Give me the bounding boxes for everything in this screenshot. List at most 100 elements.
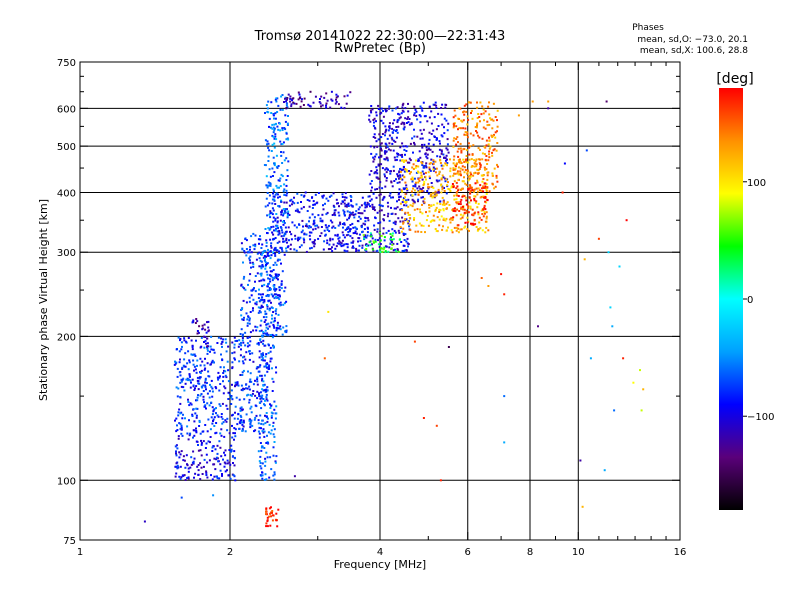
data-point — [200, 393, 203, 396]
data-point — [251, 288, 254, 291]
data-point — [253, 418, 256, 421]
data-point — [408, 157, 411, 160]
data-point — [607, 251, 610, 254]
data-point — [345, 234, 348, 237]
data-point — [385, 171, 388, 174]
data-point — [285, 325, 288, 328]
data-point — [470, 186, 473, 189]
data-point — [272, 233, 275, 236]
data-point — [401, 216, 404, 219]
data-point — [182, 386, 185, 389]
data-point — [397, 118, 400, 121]
data-point — [330, 90, 333, 93]
data-point — [350, 196, 353, 199]
data-point — [398, 238, 401, 241]
data-point — [270, 357, 273, 360]
data-point — [192, 436, 194, 439]
data-point — [184, 352, 187, 355]
data-point — [258, 265, 261, 268]
data-point — [493, 133, 495, 136]
data-point — [263, 255, 266, 257]
data-point — [431, 196, 434, 199]
data-point — [476, 168, 479, 171]
data-point — [242, 387, 245, 390]
data-point — [459, 170, 462, 173]
data-point — [269, 350, 272, 353]
data-point — [248, 419, 251, 422]
data-point — [282, 223, 285, 226]
y-tick-label: 75 — [63, 536, 76, 547]
data-point — [241, 318, 244, 321]
data-point — [370, 152, 373, 155]
data-point — [265, 442, 268, 444]
data-point — [459, 213, 462, 216]
data-point — [245, 248, 248, 250]
data-point — [270, 275, 273, 278]
data-point — [297, 236, 300, 239]
data-point — [445, 178, 448, 181]
data-point — [338, 205, 340, 208]
data-point — [454, 168, 456, 171]
data-point — [257, 450, 260, 453]
data-point — [496, 125, 499, 128]
data-point — [446, 207, 448, 210]
data-point — [260, 265, 263, 268]
data-point — [205, 407, 207, 410]
data-point — [224, 462, 227, 465]
data-point — [388, 127, 391, 130]
data-point — [347, 227, 350, 230]
data-point — [182, 364, 185, 367]
data-point — [255, 329, 258, 332]
data-point — [184, 466, 187, 469]
data-point — [280, 248, 283, 251]
data-point — [258, 393, 261, 395]
data-point — [265, 510, 267, 513]
data-point — [257, 293, 260, 296]
data-point — [385, 156, 388, 159]
data-point — [381, 198, 384, 201]
data-point — [303, 241, 306, 244]
data-point — [272, 192, 274, 195]
data-point — [460, 206, 463, 209]
data-point — [473, 188, 476, 191]
data-point — [432, 163, 435, 165]
data-point — [413, 114, 416, 117]
data-point — [283, 201, 286, 204]
data-point — [297, 239, 299, 242]
data-point — [269, 210, 272, 213]
data-point — [202, 398, 205, 401]
data-point — [178, 475, 181, 478]
data-point — [225, 376, 228, 379]
data-point — [217, 336, 220, 339]
data-point — [437, 191, 440, 194]
data-point — [407, 198, 410, 201]
data-point — [238, 421, 241, 424]
data-point — [270, 515, 272, 518]
data-point — [438, 218, 441, 221]
data-point — [384, 168, 387, 171]
data-point — [278, 122, 281, 125]
data-point — [352, 226, 355, 229]
data-point — [494, 131, 497, 134]
data-point — [222, 392, 225, 395]
data-point — [280, 246, 283, 249]
data-point — [369, 145, 372, 148]
data-point — [289, 97, 292, 100]
data-point — [252, 263, 255, 266]
data-point — [308, 231, 311, 234]
data-point — [421, 143, 423, 146]
data-point — [503, 293, 506, 296]
data-point — [275, 277, 278, 280]
data-point — [399, 177, 402, 180]
data-point — [367, 227, 369, 230]
data-point — [471, 117, 474, 120]
data-point — [351, 222, 354, 225]
data-point — [182, 413, 184, 416]
data-point — [473, 199, 476, 202]
data-point — [195, 440, 198, 443]
data-point — [467, 161, 470, 164]
data-point — [432, 160, 435, 163]
data-point — [250, 419, 253, 422]
data-point — [276, 216, 279, 219]
data-point — [338, 214, 341, 217]
